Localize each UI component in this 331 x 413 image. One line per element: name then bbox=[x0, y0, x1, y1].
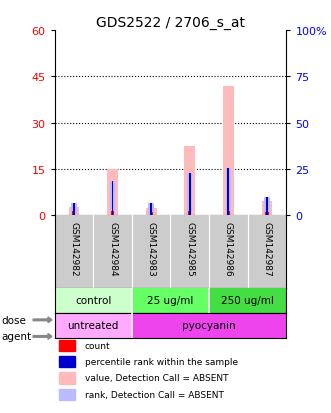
Bar bbox=[265, 213, 268, 216]
Text: GSM142985: GSM142985 bbox=[185, 221, 194, 276]
Text: GSM142987: GSM142987 bbox=[262, 221, 271, 276]
Bar bbox=[266, 198, 268, 216]
Text: value, Detection Call = ABSENT: value, Detection Call = ABSENT bbox=[85, 374, 228, 382]
Bar bbox=[148, 204, 154, 216]
Bar bbox=[227, 169, 229, 216]
Text: untreated: untreated bbox=[68, 320, 119, 330]
Bar bbox=[188, 212, 191, 216]
Bar bbox=[59, 373, 75, 384]
Bar bbox=[59, 356, 75, 368]
Text: GSM142986: GSM142986 bbox=[224, 221, 233, 276]
Bar bbox=[111, 212, 114, 216]
Bar bbox=[189, 174, 191, 216]
Text: GSM142983: GSM142983 bbox=[147, 221, 156, 276]
Text: count: count bbox=[85, 341, 110, 350]
Text: 250 ug/ml: 250 ug/ml bbox=[221, 295, 274, 306]
Text: pyocyanin: pyocyanin bbox=[182, 320, 236, 330]
Bar bbox=[146, 209, 157, 216]
Bar bbox=[150, 213, 153, 216]
Text: control: control bbox=[75, 295, 112, 306]
Bar bbox=[132, 288, 209, 313]
Bar bbox=[59, 340, 75, 351]
Text: dose: dose bbox=[2, 315, 26, 325]
Bar bbox=[223, 86, 234, 216]
Bar bbox=[112, 182, 114, 216]
Bar bbox=[55, 288, 132, 313]
Text: agent: agent bbox=[2, 332, 32, 342]
Bar bbox=[261, 202, 272, 216]
Bar bbox=[71, 204, 77, 216]
Text: GSM142984: GSM142984 bbox=[108, 221, 117, 276]
Bar bbox=[132, 313, 286, 338]
Bar bbox=[55, 313, 132, 338]
Bar bbox=[264, 198, 270, 216]
Text: GSM142982: GSM142982 bbox=[70, 221, 78, 276]
Bar bbox=[184, 146, 195, 216]
Text: 25 ug/ml: 25 ug/ml bbox=[147, 295, 194, 306]
Bar bbox=[107, 170, 118, 216]
Bar bbox=[187, 174, 192, 216]
Bar bbox=[69, 208, 79, 216]
Bar bbox=[73, 204, 75, 216]
Text: percentile rank within the sample: percentile rank within the sample bbox=[85, 357, 238, 366]
Bar bbox=[226, 169, 231, 216]
Bar bbox=[72, 212, 75, 216]
Title: GDS2522 / 2706_s_at: GDS2522 / 2706_s_at bbox=[96, 16, 245, 30]
Bar bbox=[110, 182, 115, 216]
Bar bbox=[209, 288, 286, 313]
Bar bbox=[150, 204, 152, 216]
Bar bbox=[227, 212, 230, 216]
Bar bbox=[59, 389, 75, 400]
Text: rank, Detection Call = ABSENT: rank, Detection Call = ABSENT bbox=[85, 390, 224, 399]
